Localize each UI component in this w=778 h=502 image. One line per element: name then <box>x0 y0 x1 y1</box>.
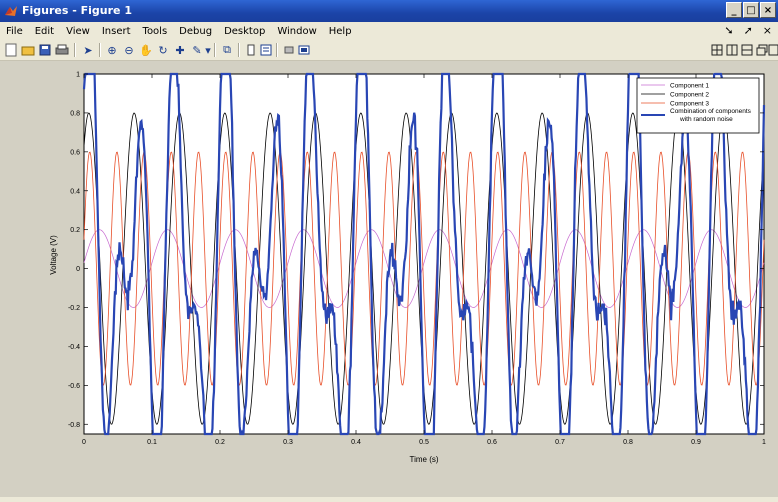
split-horizontal-icon[interactable] <box>739 42 755 58</box>
maximize-icon[interactable] <box>768 42 778 58</box>
print-icon[interactable] <box>54 42 70 58</box>
open-file-icon[interactable] <box>20 42 36 58</box>
x-tick-label: 0.3 <box>283 439 293 446</box>
y-tick-label: 0.8 <box>70 110 80 117</box>
menu-edit[interactable]: Edit <box>34 25 55 37</box>
split-vertical-icon[interactable] <box>724 42 740 58</box>
window-title: Figures - Figure 1 <box>22 4 133 17</box>
new-figure-icon[interactable] <box>3 42 19 58</box>
menu-help[interactable]: Help <box>328 25 352 37</box>
series-line-component-3[interactable] <box>83 151 765 386</box>
y-tick-label: -0.6 <box>68 383 80 390</box>
menu-file[interactable]: File <box>6 25 23 37</box>
chevron-down-icon[interactable]: ▾ <box>205 44 211 57</box>
show-plot-tools-icon[interactable] <box>296 42 312 58</box>
hide-plot-tools-icon[interactable] <box>281 42 297 58</box>
y-tick-label: -0.2 <box>68 305 80 312</box>
zoom-out-icon[interactable]: ⊖ <box>124 44 134 57</box>
line-chart[interactable]: 0 0.1 0.2 0.3 0.4 0.5 0.6 0.7 0.8 0.9 1 -0.8 -0.6 -0.… <box>0 61 778 497</box>
x-tick-label: 0.7 <box>555 439 565 446</box>
y-tick-label: 0 <box>76 266 80 273</box>
menu-close-icon[interactable]: × <box>762 24 772 37</box>
pan-icon[interactable]: ✋ <box>139 44 153 57</box>
legend[interactable]: Component 1 Component 2 Component 3 Comb… <box>636 77 760 134</box>
x-tick-label: 0.8 <box>623 439 633 446</box>
arrow-pointer-icon[interactable]: ➤ <box>83 44 93 57</box>
rotate-3d-icon[interactable]: ↻ <box>158 44 168 57</box>
menu-restore-icon[interactable]: ➚ <box>743 24 753 37</box>
x-tick-label: 0.9 <box>691 439 701 446</box>
series-line-component-1[interactable] <box>83 229 765 308</box>
menu-insert[interactable]: Insert <box>101 25 131 37</box>
menu-view[interactable]: View <box>66 25 90 37</box>
legend-label-component-2: Component 2 <box>670 92 709 99</box>
y-tick-label: 0.4 <box>70 188 80 195</box>
legend-label-combination-line-1: Combination of components <box>670 108 752 115</box>
link-icon[interactable]: ⧉ <box>223 43 231 56</box>
legend-label-combination-line-2: with random noise <box>679 116 733 123</box>
minimize-button[interactable]: _ <box>726 2 742 18</box>
legend-icon[interactable] <box>258 42 274 58</box>
float-icon[interactable] <box>754 42 770 58</box>
x-tick-label: 0 <box>82 439 86 446</box>
maximize-button[interactable]: □ <box>743 2 759 18</box>
menu-tools[interactable]: Tools <box>142 25 168 37</box>
zoom-in-icon[interactable]: ⊕ <box>107 44 117 57</box>
series-line-combination[interactable] <box>82 72 766 436</box>
x-tick-label: 0.5 <box>419 439 429 446</box>
tile-icon[interactable] <box>709 42 725 58</box>
matlab-logo-icon <box>5 6 17 16</box>
data-cursor-icon[interactable]: ✚ <box>175 44 185 57</box>
window-titlebar[interactable]: Figures - Figure 1 _ □ × <box>0 0 778 22</box>
legend-label-component-3: Component 3 <box>670 101 709 108</box>
menu-bar: File Edit View Insert Tools Debug Deskto… <box>0 22 778 40</box>
y-tick-label: -0.4 <box>68 344 80 351</box>
x-tick-label: 0.4 <box>351 439 361 446</box>
figure-canvas: 0 0.1 0.2 0.3 0.4 0.5 0.6 0.7 0.8 0.9 1 -0.8 -0.6 -0.… <box>0 61 778 497</box>
brush-icon[interactable]: ✎ <box>192 44 202 57</box>
colorbar-icon[interactable] <box>243 42 259 58</box>
y-tick-label: 0.6 <box>70 149 80 156</box>
y-tick-label: 1 <box>76 72 80 79</box>
x-tick-label: 0.2 <box>215 439 225 446</box>
undock-arrow-icon[interactable]: ➘ <box>724 24 734 37</box>
menu-window[interactable]: Window <box>277 25 317 37</box>
menu-debug[interactable]: Debug <box>179 25 213 37</box>
x-tick-label: 0.1 <box>147 439 157 446</box>
close-button[interactable]: × <box>760 2 776 18</box>
save-icon[interactable] <box>37 42 53 58</box>
y-axis-label: Voltage (V) <box>49 235 58 275</box>
menu-desktop[interactable]: Desktop <box>224 25 266 37</box>
y-tick-label: 0.2 <box>70 227 80 234</box>
x-tick-label: 1 <box>762 439 766 446</box>
x-tick-label: 0.6 <box>487 439 497 446</box>
legend-label-component-1: Component 1 <box>670 83 709 90</box>
figure-toolbar: ➤ ⊕ ⊖ ✋ ↻ ✚ ✎ ▾ ⧉ <box>0 40 778 61</box>
y-tick-label: -0.8 <box>68 422 80 429</box>
x-axis-label: Time (s) <box>409 455 438 464</box>
